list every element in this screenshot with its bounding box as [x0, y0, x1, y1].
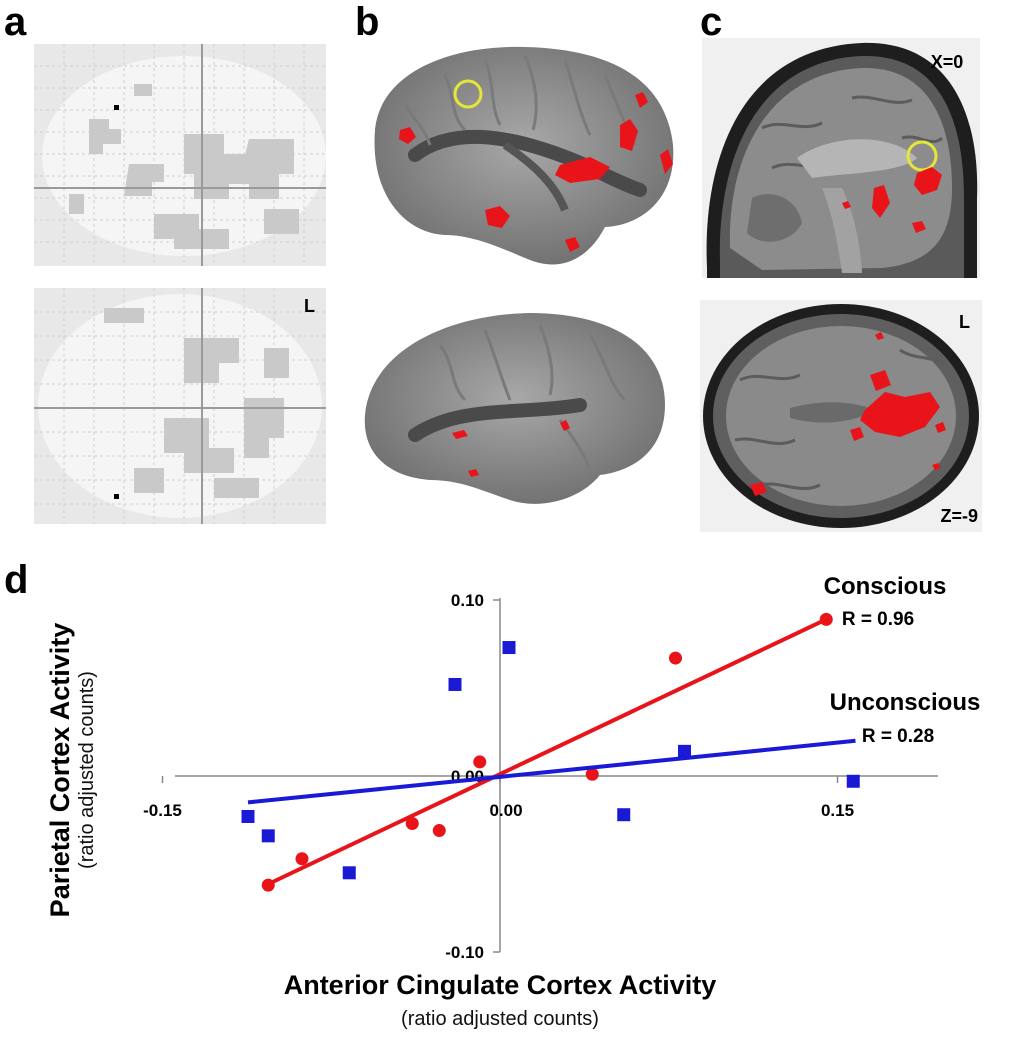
x-tick-label: -0.15	[143, 801, 182, 820]
unconscious-point	[678, 744, 691, 758]
unconscious-point	[617, 808, 631, 822]
y-axis-title-sub: (ratio adjusted counts)	[76, 671, 98, 869]
conscious-point	[295, 852, 309, 866]
conscious-point	[819, 612, 833, 626]
mri-sagittal: X=0	[702, 38, 980, 278]
unconscious-fit-line	[247, 738, 856, 805]
panel-letter-d: d	[4, 558, 29, 602]
unconscious-point	[846, 774, 860, 788]
y-tick-label: -0.10	[445, 943, 484, 962]
x-tick-label: 0.00	[489, 801, 522, 820]
unconscious-point	[241, 809, 255, 823]
conscious-series-label: Conscious	[824, 573, 947, 600]
cortical-surface-medial	[364, 313, 665, 504]
conscious-fit-line	[265, 617, 828, 887]
conscious-point	[405, 817, 419, 831]
mri-axial: L Z=-9	[700, 300, 982, 532]
unconscious-point	[502, 641, 516, 655]
unconscious-r-value: R = 0.28	[862, 726, 934, 747]
glass-brain-sagittal	[34, 44, 326, 266]
x-axis-subtitle: (ratio adjusted counts)	[401, 1008, 599, 1030]
cortical-surface-lateral	[374, 46, 674, 265]
panel-letter-a: a	[4, 0, 27, 44]
unconscious-point	[448, 677, 462, 691]
conscious-point	[669, 651, 682, 665]
y-axis-title: Parietal Cortex Activity (ratio adjusted…	[45, 580, 135, 960]
conscious-point	[261, 878, 275, 892]
mri-axial-top-label: L	[959, 312, 970, 332]
panel-letter-b: b	[355, 0, 380, 44]
unconscious-point	[342, 866, 356, 880]
highlight-circle-c	[906, 140, 938, 172]
highlight-circle-b	[453, 79, 483, 109]
x-tick-label: 0.15	[821, 801, 854, 820]
glass-brain-axial: L	[34, 288, 326, 524]
conscious-r-value: R = 0.96	[842, 609, 914, 630]
mri-axial-label: Z=-9	[940, 506, 978, 526]
unconscious-series-label: Unconscious	[830, 689, 981, 716]
mri-sagittal-label: X=0	[931, 52, 964, 72]
panel-letter-c: c	[700, 0, 723, 44]
y-axis-title-main: Parietal Cortex Activity	[45, 622, 75, 918]
x-axis-title: Anterior Cingulate Cortex Activity	[283, 970, 717, 1000]
y-tick-label: 0.10	[451, 591, 484, 610]
conscious-point	[473, 755, 487, 769]
glass-brain-axial-label: L	[304, 296, 315, 316]
unconscious-point	[261, 829, 275, 843]
conscious-point	[432, 824, 446, 838]
conscious-point	[585, 767, 599, 781]
